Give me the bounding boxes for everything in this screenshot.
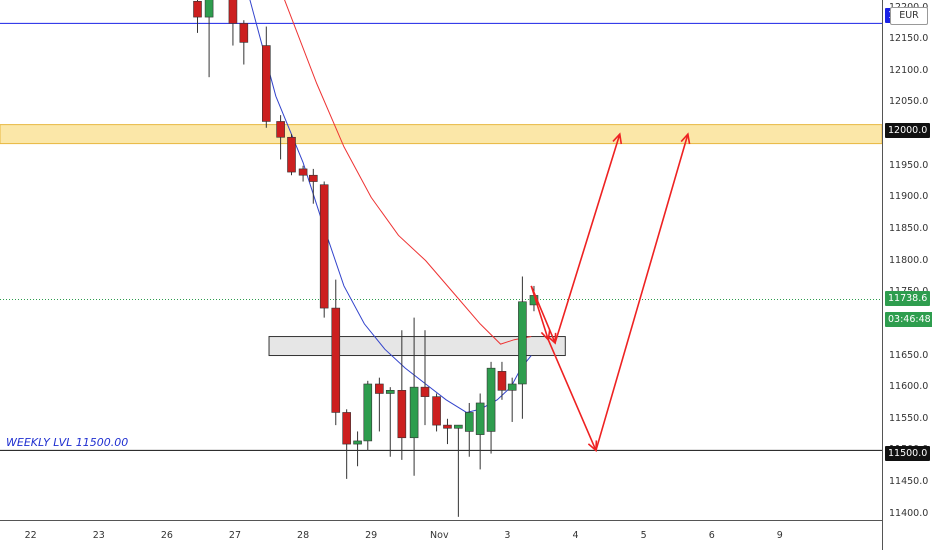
countdown-tag: 03:46:48 (885, 312, 932, 327)
time-tick-label: 4 (572, 530, 579, 541)
price-tick-label: 11600.0 (889, 381, 929, 393)
candle-body (276, 121, 285, 138)
slow-moving-average-line (284, 0, 532, 345)
price-tick-label: 11850.0 (889, 223, 929, 234)
price-tick-label: 11650.0 (889, 349, 929, 361)
support-box (268, 336, 566, 357)
candle-body (385, 390, 395, 394)
time-tick-label: Nov (430, 530, 449, 541)
currency-badge[interactable]: EUR (890, 7, 928, 25)
candle-body (432, 396, 441, 426)
resistance-zone (0, 124, 882, 145)
candle-body (475, 402, 485, 435)
price-tick-label: 12150.0 (889, 33, 929, 45)
time-tick-label: 28 (297, 530, 310, 541)
candle-body (375, 383, 384, 394)
weekly-price-tag: 11500.0 (885, 446, 931, 461)
time-tick-label: 5 (640, 530, 647, 541)
candle-body (342, 412, 351, 445)
candle-body (486, 367, 496, 432)
price-tick-label: 11800.0 (889, 254, 929, 266)
price-tick-label: 11950.0 (889, 159, 929, 171)
candle-body (239, 23, 249, 43)
weekly-level-annotation: WEEKLY LVL 11500.00 (6, 436, 129, 449)
candle-body (331, 307, 341, 413)
candle-body (409, 386, 419, 439)
candle-body (204, 0, 214, 18)
price-tick-label: 11550.0 (889, 412, 929, 424)
arrow-head (587, 440, 598, 453)
price-tick-label: 11900.0 (889, 191, 929, 203)
candle-body (443, 424, 452, 429)
time-tick-label: 3 (504, 530, 511, 541)
candle-body (518, 301, 527, 385)
price-tick-label: 12100.0 (889, 64, 929, 76)
resistance-price-tag: 12000.0 (885, 123, 931, 138)
candle-body (363, 383, 373, 442)
candle-body (287, 136, 296, 173)
candle-body (353, 440, 362, 445)
projection-arrow-path (530, 133, 689, 452)
candle-body (454, 424, 463, 429)
candle-body (193, 0, 202, 18)
candle-body (262, 45, 271, 122)
arrow-head (612, 132, 623, 145)
candle-body (464, 412, 474, 432)
candle-body (420, 386, 430, 397)
time-axis[interactable]: 22 23 26 27 28 29 Nov 3 4 5 6 9 (0, 520, 882, 551)
candle-body (228, 0, 238, 24)
candle-body (319, 184, 329, 309)
candle-body (507, 383, 517, 391)
arrow-head (540, 329, 551, 342)
candle-body (397, 390, 407, 439)
arrow-head (547, 332, 557, 345)
price-axis[interactable]: 11400.0 11450.0 11500.0 11550.0 11600.0 11650… (882, 0, 932, 550)
time-tick-label: 27 (228, 530, 242, 541)
price-tick-label: 11450.0 (889, 476, 929, 488)
time-tick-label: 22 (24, 530, 37, 541)
time-tick-label: 9 (776, 530, 783, 541)
price-tick-label: 12050.0 (889, 96, 929, 108)
candle-body (497, 371, 507, 391)
time-tick-label: 6 (708, 530, 715, 541)
projection-arrow-path (530, 133, 621, 344)
current-price-tag: 11738.6 (885, 291, 931, 306)
time-tick-label: 26 (160, 530, 173, 541)
chart-canvas[interactable] (0, 0, 882, 520)
time-tick-label: 29 (365, 530, 378, 541)
price-tick-label: 11400.0 (889, 507, 929, 519)
time-tick-label: 23 (92, 530, 105, 541)
candle-body (308, 174, 318, 182)
candle-body (298, 168, 308, 176)
arrow-head (680, 132, 691, 145)
